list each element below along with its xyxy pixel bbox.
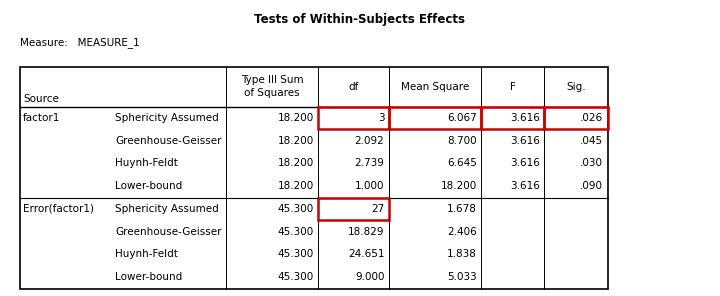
- Text: Source: Source: [23, 94, 59, 104]
- Text: Sphericity Assumed: Sphericity Assumed: [115, 204, 219, 214]
- Bar: [318, 107, 389, 129]
- Bar: [389, 107, 481, 129]
- Text: 8.700: 8.700: [447, 136, 477, 146]
- Text: 1.838: 1.838: [447, 250, 477, 260]
- Text: Lower-bound: Lower-bound: [115, 181, 182, 191]
- Text: 45.300: 45.300: [278, 272, 314, 282]
- Text: 45.300: 45.300: [278, 227, 314, 237]
- Text: 2.406: 2.406: [447, 227, 477, 237]
- Text: 18.829: 18.829: [348, 227, 384, 237]
- Text: 3.616: 3.616: [510, 136, 540, 146]
- Text: 2.739: 2.739: [355, 158, 384, 168]
- Text: 6.645: 6.645: [447, 158, 477, 168]
- Text: 5.033: 5.033: [447, 272, 477, 282]
- Text: 1.678: 1.678: [447, 204, 477, 214]
- Text: Sphericity Assumed: Sphericity Assumed: [115, 113, 219, 123]
- Text: Greenhouse-Geisser: Greenhouse-Geisser: [115, 136, 222, 146]
- Text: 27: 27: [372, 204, 384, 214]
- Text: .030: .030: [580, 158, 603, 168]
- Text: 3.616: 3.616: [510, 181, 540, 191]
- Bar: [481, 107, 544, 129]
- Text: 6.067: 6.067: [447, 113, 477, 123]
- Text: .026: .026: [580, 113, 603, 123]
- Text: Huynh-Feldt: Huynh-Feldt: [115, 250, 178, 260]
- Text: Lower-bound: Lower-bound: [115, 272, 182, 282]
- Text: Type III Sum
of Squares: Type III Sum of Squares: [241, 75, 303, 98]
- Text: df: df: [348, 82, 359, 91]
- Text: Tests of Within-Subjects Effects: Tests of Within-Subjects Effects: [254, 13, 466, 26]
- Text: F: F: [510, 82, 516, 91]
- Text: factor1: factor1: [23, 113, 60, 123]
- Text: .090: .090: [580, 181, 603, 191]
- Text: 18.200: 18.200: [278, 181, 314, 191]
- Text: Sig.: Sig.: [566, 82, 586, 91]
- Text: 9.000: 9.000: [355, 272, 384, 282]
- Text: 24.651: 24.651: [348, 250, 384, 260]
- Bar: [544, 107, 608, 129]
- Text: 3.616: 3.616: [510, 158, 540, 168]
- Text: 2.092: 2.092: [355, 136, 384, 146]
- Text: Greenhouse-Geisser: Greenhouse-Geisser: [115, 227, 222, 237]
- Bar: [20, 67, 608, 289]
- Text: 18.200: 18.200: [278, 158, 314, 168]
- Text: Mean Square: Mean Square: [401, 82, 469, 91]
- Text: 45.300: 45.300: [278, 250, 314, 260]
- Text: 3: 3: [378, 113, 384, 123]
- Text: 1.000: 1.000: [355, 181, 384, 191]
- Text: 18.200: 18.200: [441, 181, 477, 191]
- Text: 18.200: 18.200: [278, 113, 314, 123]
- Text: Error(factor1): Error(factor1): [23, 204, 94, 214]
- Text: 45.300: 45.300: [278, 204, 314, 214]
- Text: Measure:   MEASURE_1: Measure: MEASURE_1: [20, 37, 140, 48]
- Text: .045: .045: [580, 136, 603, 146]
- Text: 3.616: 3.616: [510, 113, 540, 123]
- Bar: [318, 198, 389, 220]
- Text: 18.200: 18.200: [278, 136, 314, 146]
- Text: Huynh-Feldt: Huynh-Feldt: [115, 158, 178, 168]
